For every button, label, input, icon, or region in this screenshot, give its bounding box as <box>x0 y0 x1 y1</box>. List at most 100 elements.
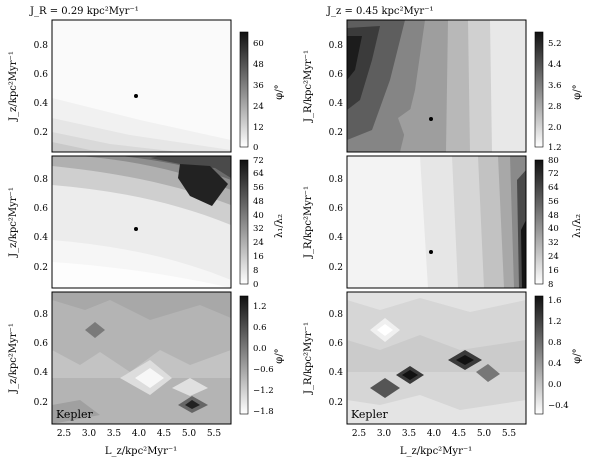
colorbar-tick-label: 0.4 <box>548 359 562 369</box>
y-tick-label: 0.8 <box>34 310 49 320</box>
y-tick-label: 0.2 <box>329 398 343 408</box>
contour-band <box>347 335 526 372</box>
colorbar-ticks: 1.2 2.0 2.8 3.6 4.4 5.2 <box>548 39 562 153</box>
colorbar-tick-label: 8 <box>548 280 553 290</box>
x-tick-label: 4.0 <box>427 429 442 439</box>
colorbar-tick-label: 32 <box>548 238 559 248</box>
colorbar-tick-label: 32 <box>253 224 264 234</box>
colorbar-tick-label: −0.6 <box>253 365 274 375</box>
contour-band <box>135 368 164 388</box>
colorbar-tick-label: 0.8 <box>548 338 562 348</box>
y-tick-label: 0.4 <box>34 99 49 109</box>
y-tick-label: 0.4 <box>34 233 49 243</box>
colorbar <box>534 159 544 285</box>
contour-band <box>185 400 200 409</box>
colorbar-tick-label: 1.2 <box>253 302 267 312</box>
y-tick-label: 0.4 <box>329 99 344 109</box>
colorbar-tick-label: 80 <box>548 156 559 166</box>
y-ticks: 0.2 0.4 0.6 0.8 <box>34 41 49 138</box>
x-axis-label: L_z/kpc²Myr⁻¹ <box>105 446 177 457</box>
y-tick-label: 0.2 <box>329 263 343 273</box>
x-tick-label: 4.5 <box>452 429 467 439</box>
panel-note: Kepler <box>351 408 389 421</box>
panel-title: J_z = 0.45 kpc²Myr⁻¹ <box>326 6 433 17</box>
contour-band <box>150 156 231 178</box>
y-axis-label: J_z/kpc²Myr⁻¹ <box>8 51 19 122</box>
contour-band <box>347 292 526 312</box>
colorbar-label: φ/° <box>274 348 285 363</box>
plot-frame <box>51 19 232 153</box>
x-axis-label: L_z/kpc²Myr⁻¹ <box>400 446 472 457</box>
colorbar-tick-label: 40 <box>253 211 264 221</box>
panel-middle-right: 0.2 0.4 0.6 0.8 J_R/kpc²Myr⁻¹ 8 16 24 32… <box>303 155 583 290</box>
y-tick-label: 0.6 <box>329 204 344 214</box>
x-ticks: 2.5 3.0 3.5 4.0 4.5 5.0 5.5 <box>352 429 517 439</box>
contour-band <box>521 220 526 288</box>
colorbar-tick-label: 56 <box>253 183 264 193</box>
y-axis-label: J_R/kpc²Myr⁻¹ <box>303 50 314 123</box>
y-ticks: 0.2 0.4 0.6 0.8 <box>329 41 344 138</box>
colorbar-tick-label: 16 <box>253 252 264 262</box>
plot-frame <box>51 155 232 289</box>
y-tick-label: 0.2 <box>34 263 48 273</box>
colorbar-tick-label: 24 <box>253 238 264 248</box>
y-ticks: 0.2 0.4 0.6 0.8 <box>34 310 49 408</box>
panel-top-right: J_z = 0.45 kpc²Myr⁻¹ 0.2 0.4 0.6 0.8 J_R… <box>303 6 583 153</box>
colorbar <box>239 31 249 148</box>
y-tick-label: 0.6 <box>34 70 49 80</box>
x-tick-label: 3.5 <box>107 429 122 439</box>
y-ticks: 0.2 0.4 0.6 0.8 <box>329 310 344 408</box>
y-axis-label: J_R/kpc²Myr⁻¹ <box>303 322 314 395</box>
contour-band <box>402 370 418 380</box>
colorbar-tick-label: 2.0 <box>548 123 562 133</box>
contour-band <box>377 324 393 336</box>
colorbar-ticks: 0 8 16 24 32 40 48 56 64 72 <box>253 156 264 290</box>
colorbar-tick-label: 72 <box>548 169 559 179</box>
colorbar-ticks: 8 16 24 32 40 48 56 64 72 80 <box>548 156 559 290</box>
colorbar <box>239 295 249 415</box>
y-tick-label: 0.2 <box>34 398 48 408</box>
colorbar <box>534 295 544 415</box>
colorbar-tick-label: 24 <box>548 252 559 262</box>
colorbar-tick-label: 1.2 <box>548 143 562 153</box>
colorbar-tick-label: −0.4 <box>548 401 569 411</box>
colorbar-tick-label: 24 <box>253 102 264 112</box>
x-tick-label: 4.5 <box>157 429 172 439</box>
colorbar-tick-label: −1.8 <box>253 407 274 417</box>
contour-band <box>52 350 231 378</box>
contour-band <box>85 322 105 338</box>
y-tick-label: 0.8 <box>34 41 49 51</box>
plot-frame <box>346 19 527 153</box>
contour-band <box>476 364 500 382</box>
colorbar-tick-label: 8 <box>253 266 258 276</box>
x-tick-label: 3.0 <box>377 429 392 439</box>
y-tick-label: 0.8 <box>329 175 344 185</box>
contour-band <box>52 262 231 288</box>
y-axis-label: J_R/kpc²Myr⁻¹ <box>303 186 314 259</box>
y-ticks: 0.2 0.4 0.6 0.8 <box>34 175 49 273</box>
colorbar <box>239 159 249 285</box>
contour-band <box>347 36 362 80</box>
y-ticks: 0.2 0.4 0.6 0.8 <box>329 175 344 273</box>
colorbar-label: φ/° <box>274 84 285 99</box>
y-tick-label: 0.4 <box>329 368 344 378</box>
colorbar-label: φ/° <box>572 348 583 363</box>
contour-band <box>398 108 420 140</box>
colorbar-tick-label: 40 <box>548 224 559 234</box>
colorbar-tick-label: 56 <box>548 197 559 207</box>
colorbar-tick-label: 12 <box>253 123 264 133</box>
colorbar-tick-label: 72 <box>253 156 264 166</box>
contour-band <box>172 378 208 396</box>
y-tick-label: 0.2 <box>329 128 343 138</box>
panel-middle-left: 0.2 0.4 0.6 0.8 J_z/kpc²Myr⁻¹ 0 8 16 24 … <box>8 155 285 290</box>
colorbar-ticks: −1.8 −1.2 −0.6 0.0 0.6 1.2 <box>253 302 274 417</box>
colorbar-tick-label: 60 <box>253 39 264 49</box>
contour-band <box>456 355 474 365</box>
colorbar-tick-label: 16 <box>548 266 559 276</box>
marker <box>134 227 138 231</box>
y-tick-label: 0.8 <box>34 175 49 185</box>
colorbar-tick-label: 64 <box>548 183 559 193</box>
y-tick-label: 0.6 <box>34 339 49 349</box>
x-tick-label: 2.5 <box>57 429 72 439</box>
